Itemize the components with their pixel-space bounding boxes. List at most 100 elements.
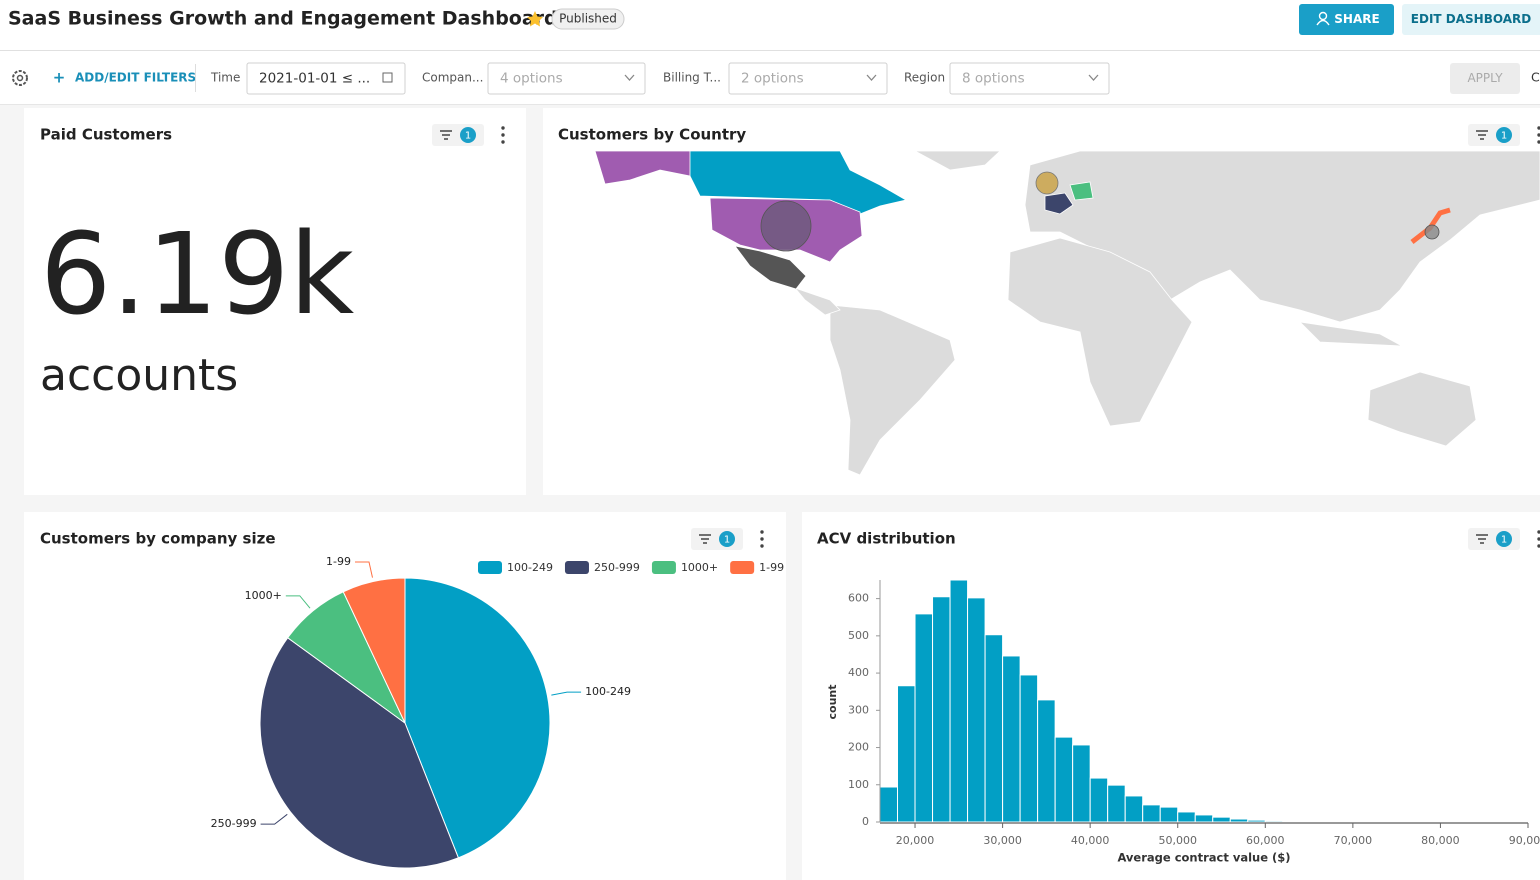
pie-slice (342, 577, 406, 724)
filter-badge[interactable] (1468, 528, 1520, 550)
map-country (734, 245, 807, 290)
filter-value[interactable]: 4 options (500, 71, 563, 87)
menu-dot[interactable] (1537, 537, 1540, 541)
panel-title: Paid Customers (40, 126, 172, 144)
histogram-bar (897, 685, 916, 823)
filter-icon (699, 534, 711, 544)
badge-circle (1496, 127, 1512, 143)
badge-count: 1 (1501, 131, 1507, 142)
share-button[interactable] (1299, 4, 1394, 35)
menu-dot[interactable] (501, 140, 505, 144)
share-icon (1316, 19, 1330, 26)
histogram-bar (1159, 806, 1179, 823)
favorite-star[interactable] (527, 11, 543, 27)
panel (24, 108, 526, 495)
filter-icon (1476, 130, 1488, 140)
histogram-bar (1282, 820, 1301, 823)
legend-swatch[interactable] (478, 561, 502, 574)
menu-dot[interactable] (501, 126, 505, 130)
menu-dot[interactable] (1537, 133, 1540, 137)
histogram-bar (1019, 674, 1039, 823)
filter-icon (440, 130, 452, 140)
chevron (1088, 74, 1099, 81)
legend-label[interactable]: 250-999 (594, 561, 640, 574)
panel-title: Customers by company size (40, 530, 276, 548)
y-tick-label: 300 (848, 703, 869, 716)
filter-badge[interactable] (432, 124, 484, 146)
menu-dot[interactable] (501, 133, 505, 137)
filter-label: Compan... (422, 71, 483, 85)
cut-off-text: C (1531, 70, 1540, 85)
histogram-bar (1054, 736, 1074, 823)
map-bubble (760, 200, 812, 252)
map-country (1410, 207, 1451, 244)
y-tick-label: 400 (848, 666, 869, 679)
histogram-bar (1107, 784, 1126, 823)
apply-label[interactable]: APPLY (1467, 71, 1503, 85)
share-label[interactable]: SHARE (1334, 12, 1379, 26)
leader-line (285, 595, 311, 609)
map-region (1298, 321, 1403, 347)
filter-select[interactable] (728, 62, 888, 95)
menu-dot[interactable] (1537, 544, 1540, 548)
header (0, 0, 1540, 50)
filter-select[interactable] (949, 62, 1110, 95)
histogram-bar (1247, 819, 1266, 823)
big-number: 6.19k (40, 210, 354, 340)
menu-dot[interactable] (1537, 126, 1540, 130)
x-tick-label: 40,000 (1071, 834, 1110, 847)
panel-title: ACV distribution (817, 530, 956, 548)
x-tick-label: 90,000 (1509, 834, 1540, 847)
badge-count: 1 (465, 131, 471, 142)
settings-icon[interactable] (12, 70, 28, 86)
plus-icon: + (53, 69, 66, 87)
badge-count: 1 (1501, 535, 1507, 546)
legend-label[interactable]: 100-249 (507, 561, 553, 574)
x-tick-label: 60,000 (1246, 834, 1285, 847)
edit-label[interactable]: EDIT DASHBOARD (1411, 12, 1531, 26)
slice-label: 1000+ (245, 589, 282, 602)
y-tick-label: 200 (848, 741, 869, 754)
badge-circle (719, 531, 735, 547)
filter-select[interactable] (487, 62, 646, 95)
menu-dot[interactable] (1537, 530, 1540, 534)
histogram-bar (1194, 814, 1214, 823)
world-map (594, 150, 1540, 476)
x-tick-label: 80,000 (1421, 834, 1460, 847)
legend-swatch[interactable] (730, 561, 755, 574)
y-tick-label: 0 (862, 815, 869, 828)
filter-value[interactable]: 2 options (741, 71, 804, 87)
filter-value[interactable]: 2021-01-01 ≤ ... (259, 71, 370, 87)
menu-dot[interactable] (760, 530, 764, 534)
filter-label: Billing T... (663, 71, 721, 85)
filter-icon (1476, 534, 1488, 544)
menu-dot[interactable] (760, 537, 764, 541)
calendar-icon (382, 72, 393, 83)
menu-dot[interactable] (760, 544, 764, 548)
legend-swatch[interactable] (651, 561, 676, 574)
filter-select[interactable] (246, 62, 406, 95)
legend-swatch[interactable] (564, 561, 589, 574)
filter-badge[interactable] (1468, 124, 1520, 146)
apply-button[interactable] (1450, 63, 1520, 94)
filter-value[interactable]: 8 options (962, 71, 1025, 87)
menu-dot[interactable] (1537, 140, 1540, 144)
settings-icon (16, 74, 24, 82)
histogram-bar (967, 597, 986, 823)
histogram-bar (879, 786, 899, 823)
histogram-bar (984, 634, 1004, 823)
add-filters[interactable]: ADD/EDIT FILTERS (75, 71, 196, 85)
legend-label[interactable]: 1000+ (681, 561, 718, 574)
slice-label: 100-249 (585, 685, 631, 698)
chevron (866, 74, 877, 81)
big-number-subheader: accounts (40, 350, 238, 401)
x-tick-label: 30,000 (983, 834, 1022, 847)
map-region (1367, 371, 1477, 447)
edit-button[interactable] (1402, 4, 1540, 35)
legend-label[interactable]: 1-99 (759, 561, 784, 574)
map-country (667, 150, 908, 215)
filter-badge[interactable] (691, 528, 743, 550)
y-tick-label: 100 (848, 778, 869, 791)
map-bubble (1424, 224, 1440, 240)
dashboard-title: SaaS Business Growth and Engagement Dash… (8, 8, 558, 30)
